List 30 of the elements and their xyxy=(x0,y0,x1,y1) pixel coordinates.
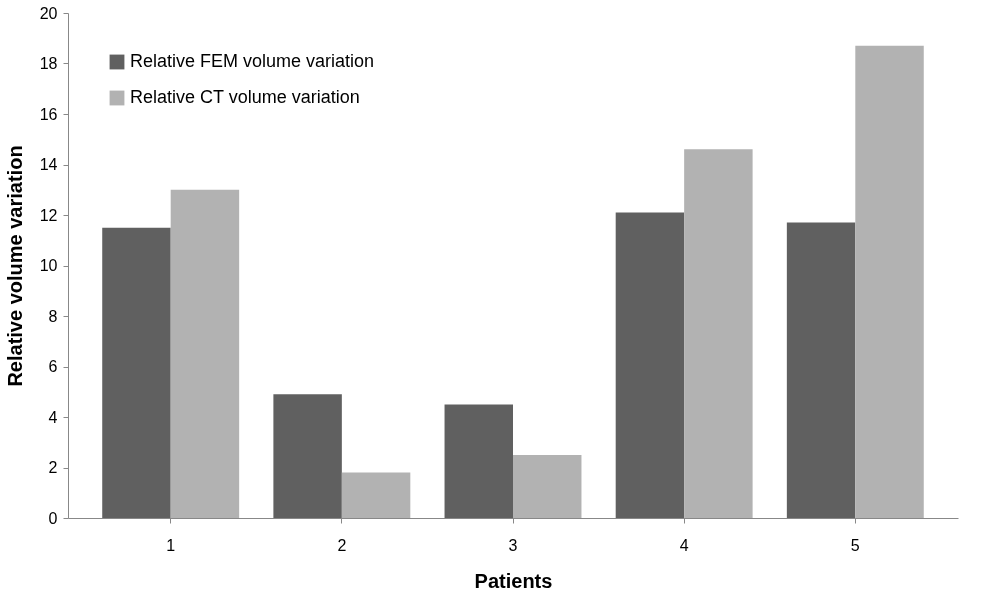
legend-label: Relative CT volume variation xyxy=(130,87,360,107)
bar xyxy=(102,227,171,518)
y-tick-label: 18 xyxy=(39,55,58,72)
bar xyxy=(786,222,856,518)
bar xyxy=(273,394,342,518)
bar xyxy=(684,149,753,518)
x-tick-label: 1 xyxy=(166,536,176,554)
legend-label: Relative FEM volume variation xyxy=(130,51,375,71)
x-tick-label: 4 xyxy=(679,536,689,554)
y-tick-label: 20 xyxy=(39,4,58,22)
bar xyxy=(513,454,582,518)
bar xyxy=(341,472,411,518)
y-tick-label: 10 xyxy=(39,257,58,274)
bar xyxy=(444,404,513,518)
x-tick-label: 5 xyxy=(850,536,860,554)
bar xyxy=(855,45,924,518)
y-tick-label: 14 xyxy=(39,156,58,173)
y-tick-label: 0 xyxy=(48,509,58,527)
bar xyxy=(170,189,240,518)
x-axis-title: Patients xyxy=(474,569,553,592)
y-axis-title: Relative volume variation xyxy=(3,145,26,387)
y-tick-label: 12 xyxy=(39,206,58,224)
x-tick-label: 2 xyxy=(337,536,347,554)
bar xyxy=(615,212,685,518)
y-tick-label: 8 xyxy=(48,307,58,325)
y-tick-label: 6 xyxy=(48,358,58,375)
y-tick-label: 2 xyxy=(48,459,58,476)
x-tick-label: 3 xyxy=(508,536,518,554)
y-tick-label: 4 xyxy=(48,408,58,426)
y-tick-label: 16 xyxy=(39,105,58,123)
